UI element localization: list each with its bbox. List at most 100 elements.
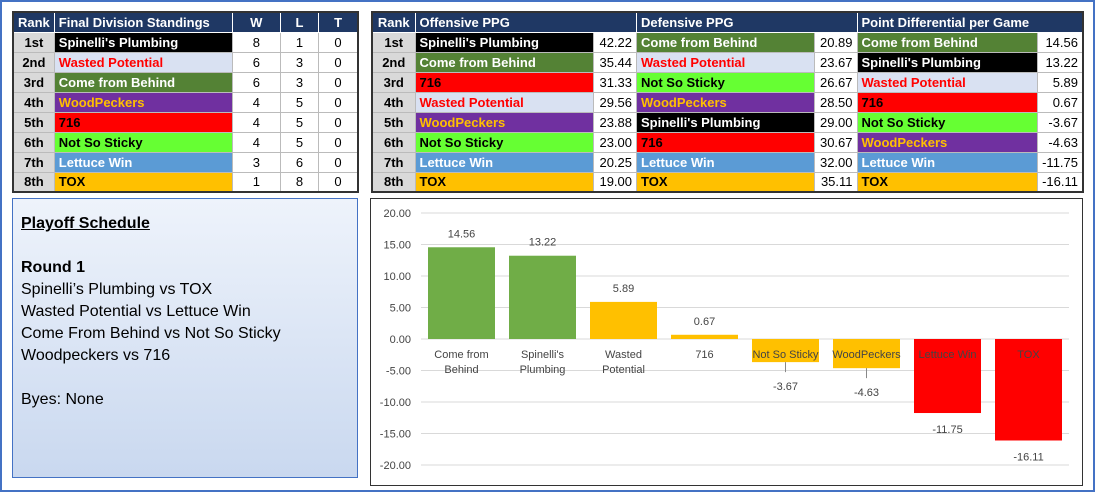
record-cell: 4 xyxy=(231,131,281,153)
data-label: 0.67 xyxy=(694,316,715,328)
col-t: T xyxy=(318,11,359,33)
standings-row: 4th WoodPeckers 4 5 0 xyxy=(12,91,359,113)
category-label: Wasted Potential xyxy=(602,349,645,376)
offensive-team-cell: Spinelli's Plumbing xyxy=(414,31,594,53)
stats-row: 6th Not So Sticky 23.00 716 30.67 WoodPeckers… xyxy=(371,131,1084,153)
defensive-team-cell: Come from Behind xyxy=(636,31,816,53)
standings-row: 3rd Come from Behind 6 3 0 xyxy=(12,71,359,93)
defensive-value-cell: 30.67 xyxy=(814,131,858,153)
differential-value-cell: 0.67 xyxy=(1036,91,1084,113)
defensive-value-cell: 35.11 xyxy=(814,171,858,193)
y-tick-label: -20.00 xyxy=(380,460,411,472)
data-label: 5.89 xyxy=(613,283,634,295)
stats-row: 4th Wasted Potential 29.56 WoodPeckers 28.50… xyxy=(371,91,1084,113)
record-cell: 3 xyxy=(279,71,320,93)
record-cell: 3 xyxy=(279,51,320,73)
rank-cell: 3rd xyxy=(12,71,55,93)
record-cell: 4 xyxy=(231,111,281,133)
offensive-team-cell: Come from Behind xyxy=(414,51,594,73)
y-tick-label: 15.00 xyxy=(383,240,411,252)
rank-cell: 1st xyxy=(12,31,55,53)
matchup: Woodpeckers vs 716 xyxy=(21,347,171,364)
rank-cell: 2nd xyxy=(371,51,416,73)
record-cell: 5 xyxy=(279,131,320,153)
record-cell: 8 xyxy=(231,31,281,53)
matchup: Come From Behind vs Not So Sticky xyxy=(21,325,281,342)
offensive-team-cell: Wasted Potential xyxy=(414,91,594,113)
bar xyxy=(995,339,1062,441)
record-cell: 6 xyxy=(279,151,320,173)
y-tick-label: 5.00 xyxy=(390,303,411,315)
y-tick-label: -10.00 xyxy=(380,397,411,409)
defensive-team-cell: Wasted Potential xyxy=(636,51,816,73)
team-cell: Lettuce Win xyxy=(53,151,233,173)
record-cell: 1 xyxy=(231,171,281,193)
data-label: 14.56 xyxy=(448,228,476,240)
standings-row: 1st Spinelli's Plumbing 8 1 0 xyxy=(12,31,359,53)
bar xyxy=(752,339,819,363)
standings-table: Rank Final Division Standings W L T 1st S… xyxy=(12,11,359,193)
stats-row: 5th WoodPeckers 23.88 Spinelli's Plumbing 29… xyxy=(371,111,1084,133)
differential-team-cell: Wasted Potential xyxy=(856,71,1038,93)
differential-value-cell: 13.22 xyxy=(1036,51,1084,73)
y-tick-label: 0.00 xyxy=(390,334,411,346)
round-label: Round 1 xyxy=(21,259,85,276)
data-label: -16.11 xyxy=(1013,451,1043,463)
chart-svg: 20.00 15.00 10.00 5.00 0.00 -5.00 -10.00 -15.00… xyxy=(380,208,1069,472)
category-label: Lettuce Win xyxy=(918,349,976,361)
differential-value-cell: -3.67 xyxy=(1036,111,1084,133)
differential-team-cell: WoodPeckers xyxy=(856,131,1038,153)
col-defensive: Defensive PPG xyxy=(636,11,858,33)
y-tick-label: -5.00 xyxy=(386,366,411,378)
offensive-value-cell: 23.00 xyxy=(592,131,638,153)
differential-team-cell: Spinelli's Plumbing xyxy=(856,51,1038,73)
bar xyxy=(428,247,495,339)
standings-row: 7th Lettuce Win 3 6 0 xyxy=(12,151,359,173)
record-cell: 5 xyxy=(279,111,320,133)
y-tick-label: 10.00 xyxy=(383,271,411,283)
record-cell: 0 xyxy=(318,51,359,73)
offensive-value-cell: 42.22 xyxy=(592,31,638,53)
team-cell: Come from Behind xyxy=(53,71,233,93)
stats-row: 3rd 716 31.33 Not So Sticky 26.67 Wasted Pote… xyxy=(371,71,1084,93)
defensive-team-cell: TOX xyxy=(636,171,816,193)
defensive-value-cell: 29.00 xyxy=(814,111,858,133)
record-cell: 1 xyxy=(279,31,320,53)
rank-cell: 5th xyxy=(12,111,55,133)
rank-cell: 6th xyxy=(12,131,55,153)
col-differential: Point Differential per Game xyxy=(856,11,1084,33)
team-cell: 716 xyxy=(53,111,233,133)
y-tick-label: -15.00 xyxy=(380,429,411,441)
playoff-schedule-panel: Playoff Schedule Round 1 Spinelli’s Plum… xyxy=(12,198,358,478)
defensive-team-cell: WoodPeckers xyxy=(636,91,816,113)
bar xyxy=(914,339,981,414)
differential-chart: 20.00 15.00 10.00 5.00 0.00 -5.00 -10.00 -15.00… xyxy=(370,198,1083,486)
rank-cell: 7th xyxy=(12,151,55,173)
offensive-team-cell: TOX xyxy=(414,171,594,193)
differential-value-cell: -11.75 xyxy=(1036,151,1084,173)
team-cell: Wasted Potential xyxy=(53,51,233,73)
rank-cell: 6th xyxy=(371,131,416,153)
offensive-value-cell: 29.56 xyxy=(592,91,638,113)
differential-value-cell: 14.56 xyxy=(1036,31,1084,53)
bar xyxy=(590,301,657,339)
offensive-value-cell: 31.33 xyxy=(592,71,638,93)
offensive-team-cell: 716 xyxy=(414,71,594,93)
offensive-value-cell: 19.00 xyxy=(592,171,638,193)
team-cell: Not So Sticky xyxy=(53,131,233,153)
category-label: WoodPeckers xyxy=(832,349,901,361)
differential-team-cell: Not So Sticky xyxy=(856,111,1038,133)
record-cell: 4 xyxy=(231,91,281,113)
bar xyxy=(509,255,576,339)
offensive-value-cell: 35.44 xyxy=(592,51,638,73)
defensive-value-cell: 20.89 xyxy=(814,31,858,53)
col-team: Final Division Standings xyxy=(53,11,233,33)
col-offensive: Offensive PPG xyxy=(414,11,638,33)
bar xyxy=(833,339,900,369)
record-cell: 0 xyxy=(318,31,359,53)
offensive-team-cell: Not So Sticky xyxy=(414,131,594,153)
rank-cell: 3rd xyxy=(371,71,416,93)
differential-team-cell: TOX xyxy=(856,171,1038,193)
differential-value-cell: -16.11 xyxy=(1036,171,1084,193)
category-label: TOX xyxy=(1017,349,1040,361)
